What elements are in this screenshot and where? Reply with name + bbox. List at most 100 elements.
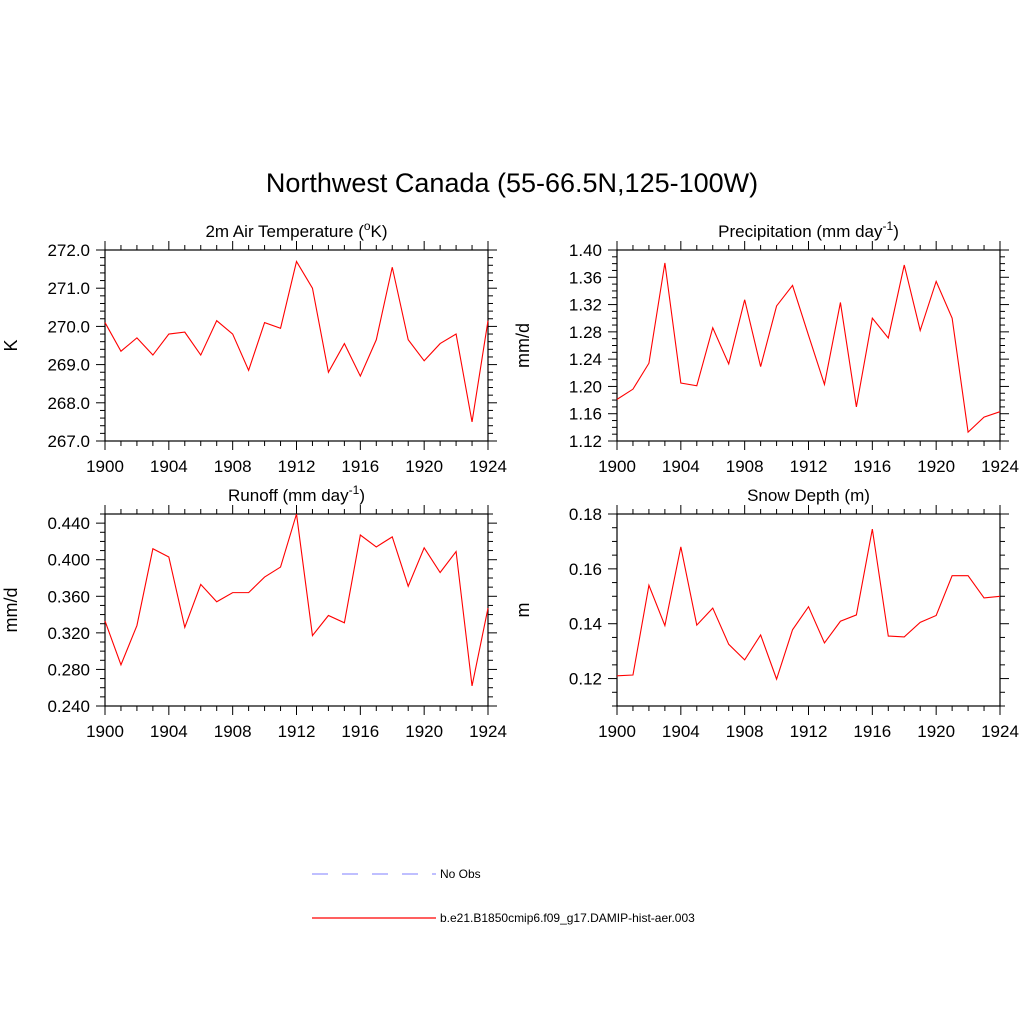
- data-point: [695, 624, 698, 627]
- x-tick-label: 1920: [917, 457, 955, 476]
- data-point: [231, 591, 234, 594]
- x-tick-label: 1900: [598, 722, 636, 741]
- y-tick-label: 1.12: [569, 432, 602, 451]
- data-point: [903, 264, 906, 267]
- data-point: [215, 319, 218, 322]
- data-point: [487, 319, 490, 322]
- data-point: [887, 635, 890, 638]
- data-point: [631, 388, 634, 391]
- data-point: [455, 333, 458, 336]
- data-point: [871, 528, 874, 531]
- data-point: [151, 547, 154, 550]
- data-point: [935, 614, 938, 617]
- series-line: [104, 513, 489, 687]
- x-tick-label: 1924: [469, 457, 507, 476]
- data-point: [215, 600, 218, 603]
- y-tick-label: 0.280: [47, 660, 90, 679]
- y-tick-label: 1.32: [569, 296, 602, 315]
- y-tick-label: 0.360: [47, 587, 90, 606]
- x-tick-label: 1908: [214, 457, 252, 476]
- panel-title-suffix: ): [893, 222, 899, 241]
- x-tick-label: 1924: [469, 722, 507, 741]
- data-point: [455, 550, 458, 553]
- y-tick-label: 268.0: [47, 394, 90, 413]
- data-point: [647, 584, 650, 587]
- data-point: [327, 371, 330, 374]
- series-line: [616, 262, 1001, 434]
- y-tick-label: 267.0: [47, 432, 90, 451]
- y-tick-label: 1.24: [569, 350, 602, 369]
- y-tick-label: 1.40: [569, 241, 602, 260]
- plot-frame: [616, 513, 1001, 707]
- x-tick-label: 1912: [790, 722, 828, 741]
- data-point: [679, 545, 682, 548]
- x-tick-label: 1900: [86, 457, 124, 476]
- data-point: [231, 333, 234, 336]
- data-point: [135, 336, 138, 339]
- data-point: [199, 583, 202, 586]
- panel-title: Snow Depth (m): [747, 486, 870, 505]
- y-tick-label: 1.28: [569, 323, 602, 342]
- data-point: [679, 382, 682, 385]
- x-tick-label: 1908: [214, 722, 252, 741]
- data-point: [104, 321, 107, 324]
- x-tick-label: 1904: [150, 722, 188, 741]
- x-tick-label: 1904: [150, 457, 188, 476]
- x-tick-label: 1912: [278, 457, 316, 476]
- x-tick-label: 1916: [341, 722, 379, 741]
- y-tick-label: 272.0: [47, 241, 90, 260]
- y-tick-label: 1.16: [569, 405, 602, 424]
- data-point: [375, 545, 378, 548]
- y-tick-label: 0.18: [569, 505, 602, 524]
- data-point: [935, 280, 938, 283]
- data-point: [407, 585, 410, 588]
- x-tick-label: 1908: [726, 457, 764, 476]
- data-point: [807, 605, 810, 608]
- data-point: [791, 284, 794, 287]
- panel-title-superscript: -1: [349, 483, 360, 497]
- data-point: [391, 535, 394, 538]
- data-point: [104, 619, 107, 622]
- data-point: [903, 635, 906, 638]
- y-tick-label: 0.16: [569, 560, 602, 579]
- chart-panel-3: Runoff (mm day-1) mm/d 1900 1904 1908 1912 191…: [1, 483, 507, 741]
- panel-title-text: Runoff (mm day: [228, 486, 349, 505]
- chart-panel-1: 2m Air Temperature (oK) K 1900 1904 1908 1912…: [1, 219, 507, 476]
- series-line: [616, 528, 1001, 681]
- data-point: [695, 384, 698, 387]
- data-point: [471, 420, 474, 423]
- x-tick-label: 1908: [726, 722, 764, 741]
- data-point: [967, 574, 970, 577]
- data-point: [711, 326, 714, 329]
- data-point: [439, 571, 442, 574]
- data-point: [823, 383, 826, 386]
- x-tick-label: 1924: [981, 722, 1019, 741]
- y-tick-label: 0.320: [47, 624, 90, 643]
- y-axis-label: K: [1, 339, 21, 351]
- chart-panel-4: Snow Depth (m) m 1900 1904 1908 1912 1916 1920 1…: [513, 486, 1019, 741]
- y-tick-label: 0.12: [569, 670, 602, 689]
- data-point: [199, 354, 202, 357]
- data-point: [423, 546, 426, 549]
- data-point: [359, 534, 362, 537]
- x-tick-label: 1912: [278, 722, 316, 741]
- x-tick-label: 1900: [598, 457, 636, 476]
- chart-panel-2: Precipitation (mm day-1) mm/d 1900 1904 1908…: [513, 219, 1019, 476]
- data-point: [295, 260, 298, 263]
- x-tick-label: 1916: [853, 722, 891, 741]
- data-point: [775, 678, 778, 681]
- data-point: [263, 321, 266, 324]
- data-point: [151, 354, 154, 357]
- data-point: [983, 596, 986, 599]
- panel-title: 2m Air Temperature (oK): [205, 219, 387, 241]
- data-point: [807, 334, 810, 337]
- x-tick-label: 1920: [917, 722, 955, 741]
- data-point: [823, 641, 826, 644]
- data-point: [279, 566, 282, 569]
- x-tick-label: 1904: [662, 457, 700, 476]
- y-axis-label: m: [513, 603, 533, 618]
- y-axis-label: mm/d: [513, 323, 533, 368]
- data-point: [119, 350, 122, 353]
- panel-title-text: 2m Air Temperature (: [205, 222, 364, 241]
